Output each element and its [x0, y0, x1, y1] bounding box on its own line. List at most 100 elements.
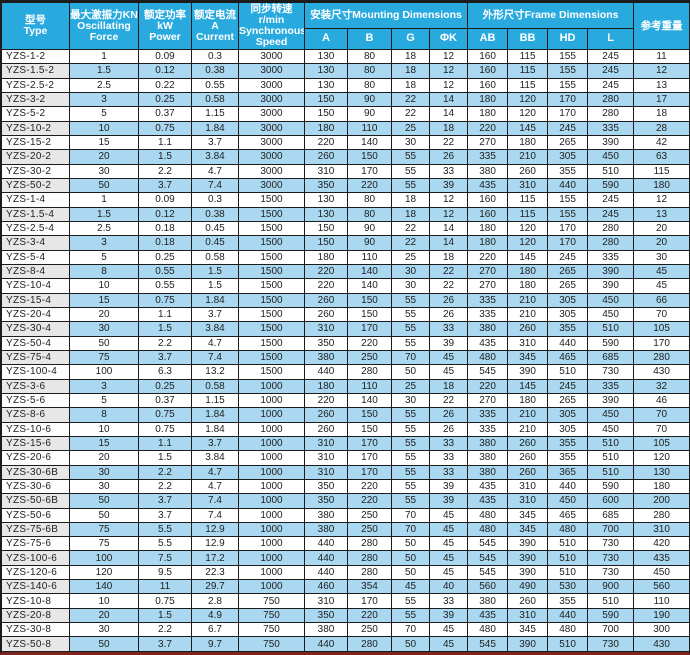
- value-cell: 55: [391, 450, 430, 466]
- value-cell: 26: [428, 292, 469, 308]
- value-cell: 150: [304, 235, 348, 251]
- table-row: YZS-8-4 8 0.55 1.5 1500 220 140 30 22 270 180 265 39…: [1, 263, 690, 280]
- value-cell: 0.3: [191, 192, 239, 208]
- value-cell: 9.5: [138, 564, 192, 581]
- value-cell: 310: [304, 435, 348, 452]
- value-cell: 1000: [238, 450, 305, 466]
- value-cell: 12: [428, 206, 469, 222]
- table-row: YZS-1.5-2 1.5 0.12 0.38 3000 130 80 18 12 160 115 1…: [1, 63, 690, 79]
- value-cell: 50: [391, 536, 430, 552]
- model-cell: YZS-15-4: [1, 292, 70, 308]
- value-cell: 280: [347, 550, 392, 566]
- value-cell: 3.84: [191, 450, 239, 466]
- value-cell: 130: [304, 63, 348, 79]
- value-cell: 220: [467, 249, 509, 265]
- value-cell: 560: [467, 579, 509, 595]
- value-cell: 15: [69, 292, 139, 308]
- value-cell: 70: [391, 622, 430, 638]
- value-cell: 18: [428, 120, 469, 136]
- model-cell: YZS-50-6B: [1, 493, 70, 509]
- value-cell: 115: [507, 206, 549, 222]
- value-cell: 435: [467, 478, 509, 495]
- model-cell: YZS-50-6: [1, 507, 70, 523]
- value-cell: 1000: [238, 564, 305, 581]
- value-cell: 0.55: [138, 263, 192, 280]
- value-cell: 0.75: [138, 407, 192, 423]
- value-cell: 22: [428, 263, 469, 280]
- value-cell: 115: [507, 63, 549, 79]
- value-cell: 55: [391, 321, 430, 337]
- table-row: YZS-100-6 100 7.5 17.2 1000 440 280 50 45 545 390 5…: [1, 550, 690, 566]
- value-cell: 20: [69, 607, 139, 624]
- value-cell: 30: [69, 163, 139, 179]
- value-cell: 440: [304, 536, 348, 552]
- value-cell: 1000: [238, 550, 305, 566]
- value-cell: 730: [587, 536, 635, 552]
- value-cell: 220: [347, 177, 392, 194]
- value-cell: 160: [467, 206, 509, 222]
- value-cell: 55: [391, 306, 430, 323]
- value-cell: 110: [633, 593, 690, 609]
- value-cell: 33: [428, 435, 469, 452]
- value-cell: 100: [69, 550, 139, 566]
- value-cell: 18: [633, 106, 690, 122]
- value-cell: 220: [347, 478, 392, 495]
- value-cell: 25: [391, 378, 430, 394]
- value-cell: 350: [304, 493, 348, 509]
- col-header-hd: HD: [547, 27, 589, 51]
- value-cell: 80: [347, 192, 392, 208]
- value-cell: 440: [547, 478, 589, 495]
- value-cell: 440: [304, 636, 348, 652]
- value-cell: 115: [633, 163, 690, 179]
- value-cell: 380: [304, 507, 348, 523]
- value-cell: 0.75: [138, 120, 192, 136]
- value-cell: 440: [304, 564, 348, 581]
- table-row: YZS-75-6 75 5.5 12.9 1000 440 280 50 45 545 390 510…: [1, 536, 690, 552]
- table-row: YZS-20-6 20 1.5 3.84 1000 310 170 55 33 380 260 355…: [1, 450, 690, 466]
- value-cell: 12: [428, 192, 469, 208]
- value-cell: 90: [347, 220, 392, 237]
- value-cell: 18: [391, 48, 430, 65]
- model-cell: YZS-50-8: [1, 636, 70, 652]
- value-cell: 730: [587, 550, 635, 566]
- table-row: YZS-10-6 10 0.75 1.84 1000 260 150 55 26 335 210 30…: [1, 421, 690, 437]
- value-cell: 210: [507, 306, 549, 323]
- value-cell: 590: [587, 607, 635, 624]
- table-row: YZS-15-4 15 0.75 1.84 1500 260 150 55 26 335 210 30…: [1, 292, 690, 308]
- value-cell: 12: [633, 63, 690, 79]
- model-cell: YZS-30-6B: [1, 464, 70, 480]
- value-cell: 90: [347, 106, 392, 122]
- value-cell: 18: [391, 77, 430, 93]
- value-cell: 280: [587, 91, 635, 108]
- value-cell: 55: [391, 421, 430, 437]
- value-cell: 440: [547, 607, 589, 624]
- value-cell: 390: [587, 263, 635, 280]
- value-cell: 1.1: [138, 435, 192, 452]
- value-cell: 380: [467, 435, 509, 452]
- value-cell: 6.7: [191, 622, 239, 638]
- value-cell: 0.37: [138, 392, 192, 409]
- value-cell: 160: [467, 63, 509, 79]
- value-cell: 335: [467, 292, 509, 308]
- value-cell: 1000: [238, 392, 305, 409]
- value-cell: 1500: [238, 278, 305, 294]
- model-cell: YZS-5-6: [1, 392, 70, 409]
- value-cell: 305: [547, 292, 589, 308]
- value-cell: 12: [428, 77, 469, 93]
- value-cell: 22: [391, 235, 430, 251]
- value-cell: 8: [69, 407, 139, 423]
- value-cell: 30: [69, 478, 139, 495]
- table-row: YZS-120-6 120 9.5 22.3 1000 440 280 50 45 545 390 5…: [1, 564, 690, 581]
- value-cell: 33: [428, 163, 469, 179]
- value-cell: 480: [467, 622, 509, 638]
- value-cell: 300: [633, 622, 690, 638]
- value-cell: 1.5: [138, 607, 192, 624]
- value-cell: 110: [347, 249, 392, 265]
- value-cell: 345: [507, 521, 549, 538]
- value-cell: 480: [467, 507, 509, 523]
- value-cell: 560: [633, 579, 690, 595]
- value-cell: 45: [428, 364, 469, 380]
- value-cell: 45: [428, 622, 469, 638]
- value-cell: 260: [304, 149, 348, 165]
- value-cell: 750: [238, 636, 305, 652]
